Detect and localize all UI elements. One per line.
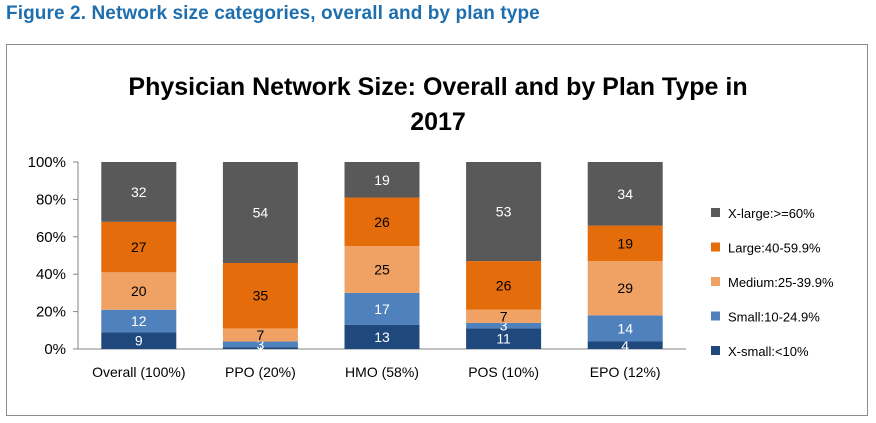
bar-segment [344, 246, 420, 293]
x-category-label: EPO (12%) [590, 364, 661, 380]
bar-segment [587, 162, 663, 226]
data-label: 1 [257, 340, 265, 356]
data-label: 34 [617, 186, 633, 202]
data-label: 26 [374, 214, 390, 230]
legend-entry: Large:40-59.9% [728, 241, 821, 256]
data-label: 3 [500, 318, 508, 334]
data-label: 29 [617, 280, 633, 296]
bar-segment [344, 324, 420, 349]
bar-segment [101, 332, 177, 349]
bar-segment [101, 309, 177, 333]
bar-segment [222, 328, 298, 342]
y-tick-label: 80% [36, 191, 66, 208]
x-category-label: POS (10%) [468, 364, 539, 380]
figure-caption: Figure 2. Network size categories, overa… [6, 3, 540, 24]
y-tick-label: 0% [44, 341, 66, 358]
data-label: 7 [257, 327, 265, 343]
data-label: 3 [257, 336, 265, 352]
data-label: 14 [617, 320, 633, 336]
bar-segment [222, 262, 298, 329]
y-tick-label: 20% [36, 304, 66, 321]
x-category-label: HMO (58%) [345, 364, 419, 380]
bar-segment [222, 347, 298, 349]
bar-segment [466, 261, 542, 310]
bar-segment [222, 162, 298, 263]
legend-entry: Small:10-24.9% [728, 310, 820, 325]
legend-swatch [711, 346, 720, 355]
bar-segment [101, 272, 177, 310]
bar-segment [466, 322, 542, 329]
data-label: 12 [131, 313, 147, 329]
legend-entry: X-small:<10% [728, 344, 809, 359]
data-label: 11 [496, 331, 511, 347]
data-label: 54 [253, 204, 269, 220]
y-tick-label: 100% [28, 154, 66, 171]
bars: 9122027321373554131725261911372653414291… [101, 162, 663, 356]
x-category-label: Overall (100%) [92, 364, 185, 380]
bar-segment [587, 261, 663, 316]
bar-segment [222, 341, 298, 348]
legend-entry: X-large:>=60% [728, 206, 815, 221]
data-label: 26 [496, 277, 512, 293]
legend-swatch [711, 242, 720, 252]
data-label: 35 [253, 288, 269, 304]
y-tick-label: 40% [36, 266, 66, 283]
legend: X-large:>=60% Large:40-59.9% Medium:25-39.… [711, 206, 834, 359]
axes: 0% 20% 40% 60% 80% 100% Overall (100%) PPO (20%… [28, 154, 686, 380]
data-label: 7 [500, 308, 508, 324]
legend-swatch [711, 277, 720, 286]
data-label: 20 [131, 283, 147, 299]
bar-segment [587, 225, 663, 262]
data-label: 9 [135, 333, 143, 349]
bar-segment [344, 197, 420, 247]
bar-segment [101, 221, 177, 273]
legend-swatch [711, 311, 720, 321]
legend-swatch [711, 208, 720, 217]
data-label: 13 [374, 329, 390, 345]
bar-segment [587, 315, 663, 342]
legend-entry: Medium:25-39.9% [728, 275, 834, 290]
data-label: 53 [496, 204, 512, 220]
bar-segment [466, 328, 542, 349]
data-label: 32 [131, 184, 147, 200]
x-category-label: PPO (20%) [225, 364, 296, 380]
chart-title-line-1: Physician Network Size: Overall and by P… [128, 73, 747, 101]
bar-segment [344, 292, 420, 325]
data-label: 19 [617, 235, 633, 251]
bar-segment [101, 162, 177, 222]
bar-segment [587, 341, 663, 349]
data-label: 25 [374, 262, 390, 278]
data-label: 19 [374, 172, 390, 188]
chart-title-line-2: 2017 [410, 108, 466, 136]
y-tick-label: 60% [36, 229, 66, 246]
data-label: 17 [374, 301, 390, 317]
data-label: 4 [621, 337, 629, 353]
bar-segment [344, 162, 420, 198]
bar-segment [466, 309, 542, 323]
data-label: 27 [131, 239, 147, 255]
bar-segment [466, 162, 542, 262]
